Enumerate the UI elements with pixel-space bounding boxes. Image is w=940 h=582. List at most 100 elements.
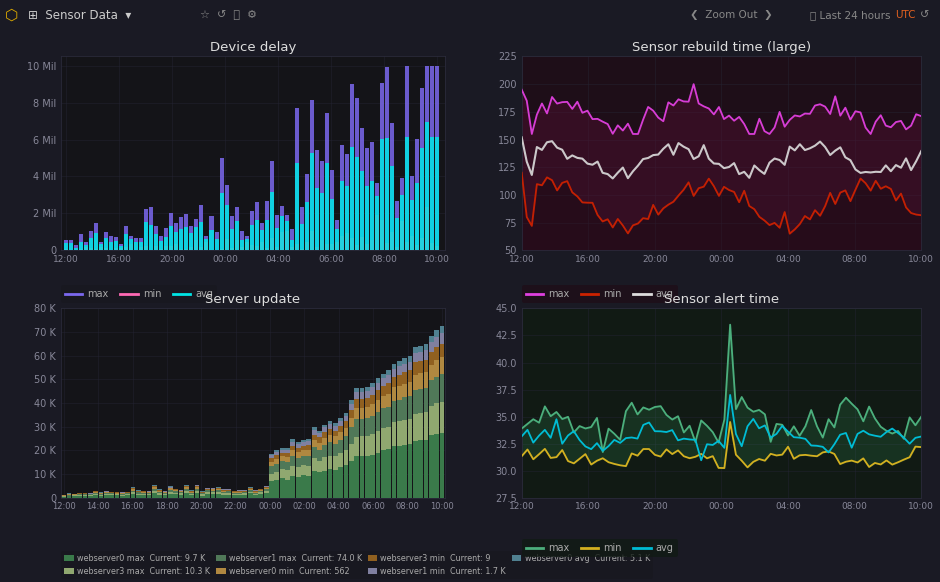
Bar	[180, 229, 183, 250]
Bar	[280, 469, 285, 478]
Bar	[350, 84, 353, 250]
Bar	[77, 496, 82, 498]
Bar	[408, 396, 413, 419]
Bar	[360, 127, 364, 250]
Bar	[301, 475, 306, 498]
Bar	[392, 400, 397, 421]
Bar	[424, 441, 429, 498]
Bar	[274, 464, 279, 471]
Bar	[424, 388, 429, 413]
Bar	[349, 418, 353, 427]
Bar	[280, 453, 285, 456]
Bar	[350, 238, 353, 250]
Bar	[431, 66, 434, 250]
Bar	[429, 336, 433, 342]
Bar	[420, 238, 424, 250]
Bar	[301, 442, 306, 446]
Bar	[136, 495, 141, 498]
Bar	[89, 248, 93, 250]
Bar	[338, 421, 343, 426]
Text: ⬡: ⬡	[5, 8, 19, 23]
Bar	[216, 494, 221, 498]
Bar	[89, 238, 93, 250]
Bar	[408, 362, 413, 370]
Bar	[330, 199, 334, 250]
Bar	[104, 232, 108, 250]
Bar	[349, 404, 353, 410]
Bar	[365, 386, 369, 391]
Bar	[190, 247, 194, 250]
Bar	[163, 494, 167, 495]
Bar	[216, 489, 221, 490]
Bar	[354, 419, 359, 436]
Bar	[429, 381, 433, 406]
Bar	[64, 249, 68, 250]
Bar	[147, 495, 151, 498]
Bar	[365, 148, 368, 250]
Bar	[328, 456, 333, 469]
Bar	[145, 222, 149, 250]
Bar	[243, 493, 247, 495]
Bar	[322, 445, 327, 456]
Bar	[205, 490, 210, 492]
Bar	[265, 201, 269, 250]
Bar	[227, 489, 231, 490]
Bar	[370, 395, 375, 404]
Bar	[147, 494, 151, 495]
Bar	[259, 242, 263, 250]
Bar	[344, 413, 349, 417]
Bar	[440, 343, 445, 357]
Bar	[290, 446, 295, 450]
Bar	[125, 492, 130, 494]
Bar	[237, 491, 242, 492]
Bar	[195, 489, 199, 491]
Bar	[274, 459, 279, 464]
Bar	[376, 390, 381, 400]
Bar	[381, 428, 385, 450]
Text: ☆  ↺  ⬜  ⚙: ☆ ↺ ⬜ ⚙	[200, 10, 257, 20]
Bar	[179, 494, 183, 495]
Bar	[317, 443, 321, 450]
Bar	[189, 495, 194, 498]
Bar	[248, 489, 253, 490]
Bar	[310, 100, 314, 250]
Bar	[258, 490, 263, 491]
Bar	[184, 494, 189, 498]
Bar	[322, 427, 327, 432]
Bar	[333, 470, 337, 498]
Bar	[79, 235, 83, 250]
Bar	[440, 327, 445, 333]
Bar	[429, 342, 433, 352]
Bar	[265, 248, 269, 250]
Bar	[189, 492, 194, 494]
Bar	[290, 456, 295, 466]
Bar	[345, 186, 349, 250]
Bar	[221, 495, 226, 498]
Bar	[160, 249, 164, 250]
Bar	[365, 186, 368, 250]
Bar	[317, 450, 321, 461]
Bar	[301, 456, 306, 465]
Bar	[335, 242, 338, 250]
Bar	[328, 424, 333, 429]
Bar	[354, 392, 359, 399]
Bar	[349, 461, 353, 498]
Bar	[274, 452, 279, 455]
Bar	[210, 230, 213, 250]
Bar	[145, 209, 149, 250]
Bar	[385, 138, 389, 250]
Bar	[248, 492, 253, 494]
Bar	[280, 217, 284, 250]
Bar	[290, 247, 293, 250]
Bar	[381, 396, 385, 409]
Bar	[305, 242, 308, 250]
Bar	[340, 181, 344, 250]
Bar	[354, 436, 359, 456]
Bar	[349, 410, 353, 418]
Bar	[70, 243, 73, 250]
Bar	[154, 246, 158, 250]
Bar	[149, 225, 153, 250]
Bar	[104, 237, 108, 250]
Bar	[435, 137, 439, 250]
Bar	[225, 205, 228, 250]
